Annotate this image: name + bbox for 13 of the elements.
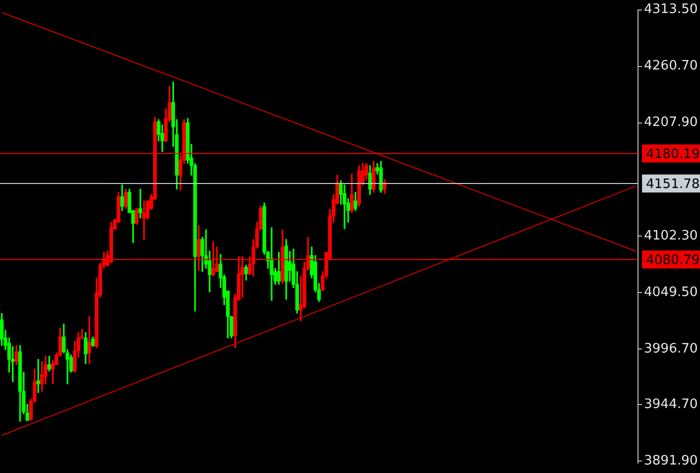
y-tick-label: 3891.90 (644, 454, 698, 469)
y-tick-label: 3944.70 (644, 397, 698, 412)
ref-line-label: 4180.19 (646, 146, 700, 162)
y-tick-label: 4260.70 (644, 58, 698, 74)
y-tick-label: 4207.90 (644, 115, 698, 130)
candlestick (240, 256, 244, 298)
y-tick-label: 4049.50 (644, 284, 698, 300)
y-tick-label: 3996.70 (644, 341, 698, 356)
candlestick (142, 200, 146, 240)
ref-line-label: 4080.79 (646, 252, 700, 268)
y-tick-label: 4102.30 (644, 228, 698, 244)
ref-line-label: 4151.78 (646, 176, 700, 192)
y-tick-label: 4313.50 (644, 2, 698, 18)
